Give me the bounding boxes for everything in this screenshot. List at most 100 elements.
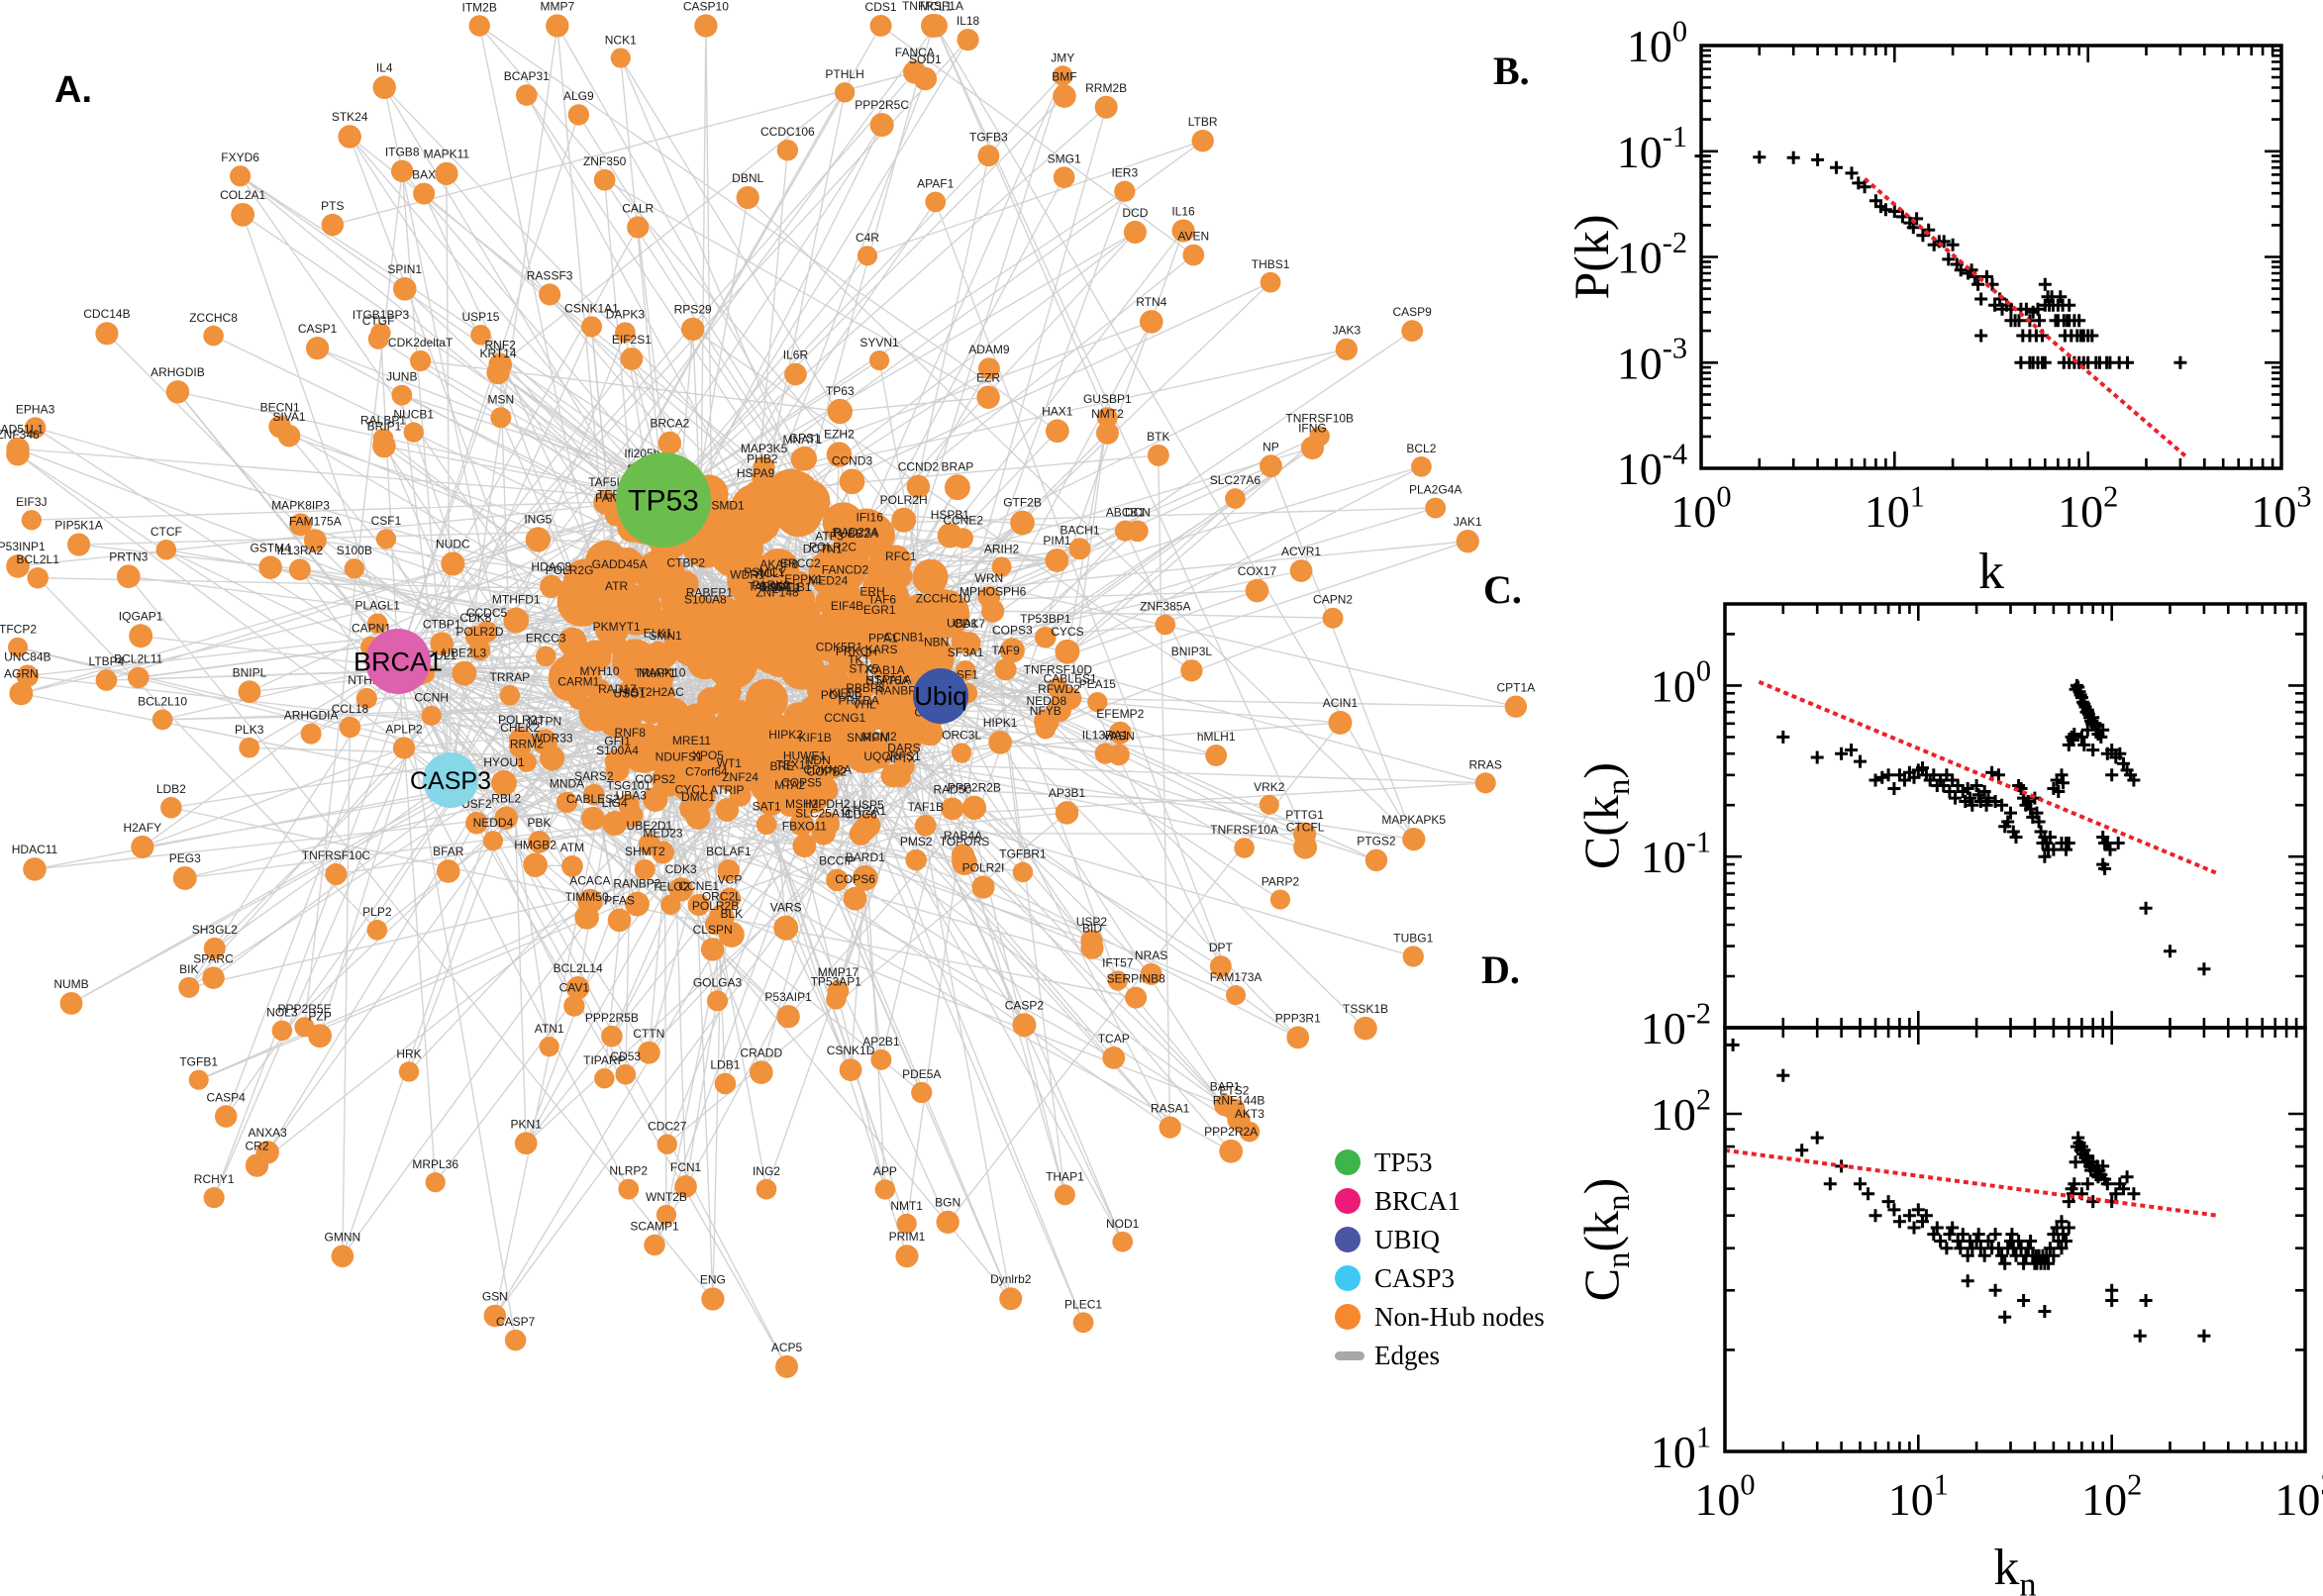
non-hub-node[interactable] — [606, 634, 628, 655]
non-hub-node[interactable] — [736, 185, 759, 210]
non-hub-node[interactable] — [1269, 889, 1291, 910]
non-hub-node[interactable] — [620, 348, 644, 370]
non-hub-node[interactable] — [504, 1329, 527, 1351]
non-hub-node[interactable] — [941, 797, 964, 821]
non-hub-node[interactable] — [239, 737, 260, 758]
non-hub-node[interactable] — [711, 513, 738, 540]
non-hub-node[interactable] — [839, 1058, 862, 1082]
non-hub-node[interactable] — [229, 165, 252, 187]
non-hub-node[interactable] — [152, 709, 173, 731]
non-hub-node[interactable] — [951, 631, 973, 653]
non-hub-node[interactable] — [797, 695, 835, 733]
non-hub-node[interactable] — [21, 510, 43, 531]
non-hub-node[interactable] — [1260, 271, 1281, 293]
non-hub-node[interactable] — [580, 806, 605, 831]
non-hub-node[interactable] — [1054, 1184, 1075, 1206]
non-hub-node[interactable] — [539, 283, 561, 306]
non-hub-node[interactable] — [578, 640, 612, 673]
non-hub-node[interactable] — [1012, 861, 1034, 883]
non-hub-node[interactable] — [1234, 838, 1255, 858]
non-hub-node[interactable] — [644, 1234, 665, 1256]
non-hub-node[interactable] — [367, 329, 389, 349]
non-hub-node[interactable] — [390, 159, 414, 182]
non-hub-node[interactable] — [656, 1204, 677, 1226]
non-hub-node[interactable] — [1209, 955, 1232, 978]
non-hub-node[interactable] — [826, 442, 853, 467]
non-hub-node[interactable] — [769, 774, 794, 798]
non-hub-node[interactable] — [776, 1005, 800, 1029]
non-hub-node[interactable] — [1335, 338, 1359, 361]
non-hub-node[interactable] — [893, 755, 915, 778]
non-hub-node[interactable] — [605, 593, 628, 616]
non-hub-node[interactable] — [436, 859, 460, 883]
non-hub-node[interactable] — [627, 216, 650, 239]
non-hub-node[interactable] — [1245, 578, 1269, 603]
non-hub-node[interactable] — [1094, 95, 1118, 119]
non-hub-node[interactable] — [515, 84, 538, 106]
non-hub-node[interactable] — [718, 922, 745, 948]
non-hub-node[interactable] — [558, 578, 580, 599]
non-hub-node[interactable] — [773, 742, 799, 767]
non-hub-node[interactable] — [1125, 986, 1148, 1009]
non-hub-node[interactable] — [862, 599, 883, 620]
non-hub-node[interactable] — [1045, 548, 1069, 572]
non-hub-node[interactable] — [1402, 946, 1424, 967]
non-hub-node[interactable] — [556, 791, 578, 814]
non-hub-node[interactable] — [999, 638, 1025, 663]
non-hub-node[interactable] — [977, 586, 1001, 609]
non-hub-node[interactable] — [977, 357, 1000, 380]
non-hub-node[interactable] — [759, 580, 782, 603]
non-hub-node[interactable] — [828, 654, 851, 676]
non-hub-node[interactable] — [756, 1178, 777, 1200]
non-hub-node[interactable] — [160, 796, 182, 819]
non-hub-node[interactable] — [129, 624, 153, 648]
non-hub-node[interactable] — [468, 15, 490, 37]
non-hub-node[interactable] — [494, 806, 518, 831]
non-hub-node[interactable] — [231, 202, 255, 227]
non-hub-node[interactable] — [932, 606, 955, 629]
non-hub-node[interactable] — [1123, 220, 1147, 245]
non-hub-node[interactable] — [1055, 639, 1080, 664]
non-hub-node[interactable] — [753, 455, 775, 479]
non-hub-node[interactable] — [815, 811, 840, 837]
non-hub-node[interactable] — [403, 422, 424, 443]
non-hub-node[interactable] — [827, 398, 853, 425]
non-hub-node[interactable] — [238, 680, 261, 704]
non-hub-node[interactable] — [1309, 426, 1330, 447]
non-hub-node[interactable] — [713, 722, 750, 758]
non-hub-node[interactable] — [1260, 454, 1282, 478]
non-hub-node[interactable] — [391, 384, 413, 406]
non-hub-node[interactable] — [1107, 970, 1128, 991]
non-hub-node[interactable] — [1112, 1231, 1134, 1252]
non-hub-node[interactable] — [523, 852, 548, 877]
non-hub-node[interactable] — [475, 621, 498, 644]
non-hub-node[interactable] — [819, 544, 840, 564]
non-hub-node[interactable] — [895, 1245, 919, 1268]
non-hub-node[interactable] — [1354, 1016, 1377, 1041]
non-hub-node[interactable] — [685, 804, 711, 830]
non-hub-node[interactable] — [955, 659, 976, 681]
non-hub-node[interactable] — [615, 1063, 637, 1085]
non-hub-node[interactable] — [16, 664, 40, 687]
non-hub-node[interactable] — [67, 533, 91, 556]
non-hub-node[interactable] — [565, 976, 590, 1000]
non-hub-node[interactable] — [27, 567, 49, 589]
non-hub-node[interactable] — [338, 125, 361, 149]
non-hub-node[interactable] — [178, 976, 200, 998]
non-hub-node[interactable] — [563, 995, 585, 1017]
non-hub-node[interactable] — [582, 783, 605, 806]
non-hub-node[interactable] — [540, 574, 563, 598]
non-hub-node[interactable] — [668, 877, 693, 902]
non-hub-node[interactable] — [1147, 444, 1169, 466]
non-hub-node[interactable] — [834, 82, 856, 103]
non-hub-node[interactable] — [914, 815, 937, 837]
non-hub-node[interactable] — [856, 745, 879, 769]
non-hub-node[interactable] — [694, 14, 718, 38]
non-hub-node[interactable] — [784, 362, 807, 386]
hub-node-tp53[interactable] — [616, 452, 711, 548]
non-hub-node[interactable] — [214, 1105, 238, 1128]
non-hub-node[interactable] — [977, 145, 1000, 167]
non-hub-node[interactable] — [409, 349, 432, 372]
non-hub-node[interactable] — [718, 770, 740, 792]
non-hub-node[interactable] — [902, 594, 937, 629]
